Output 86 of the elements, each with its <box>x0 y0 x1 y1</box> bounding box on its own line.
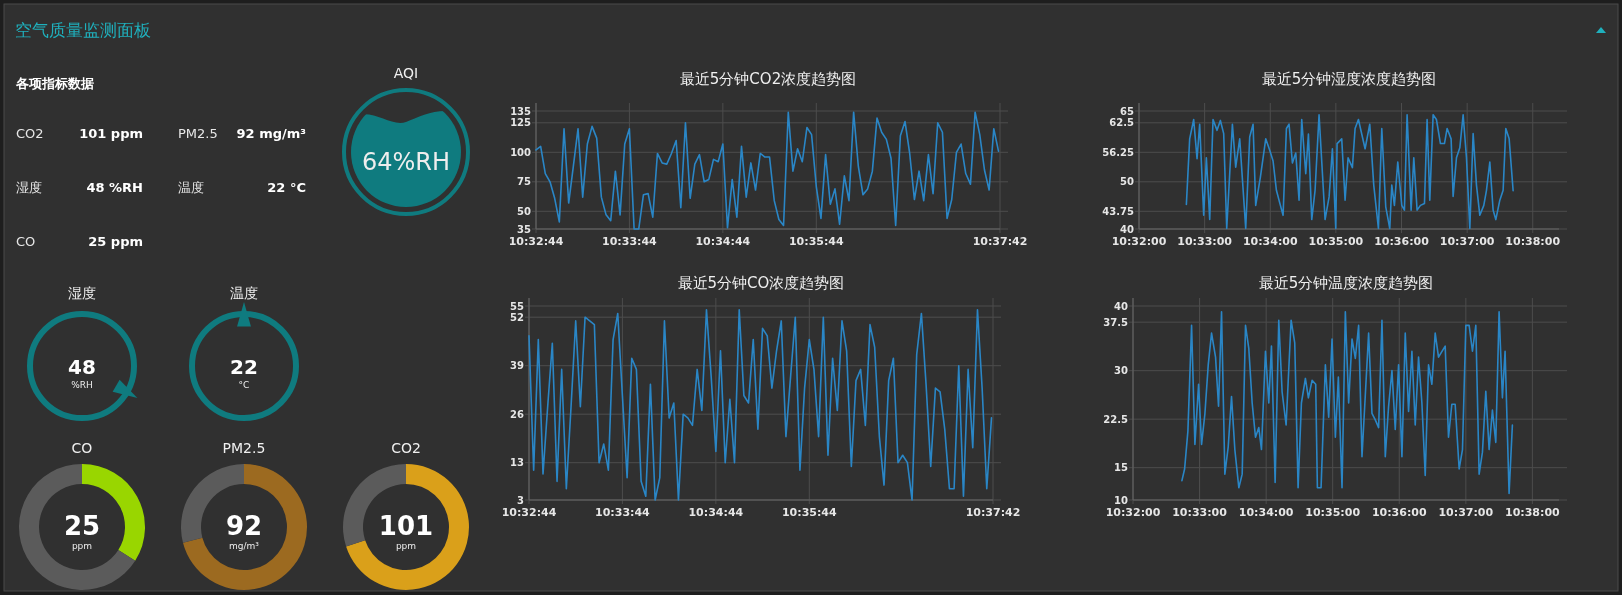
y-tick-label: 35 <box>517 223 532 235</box>
text: 48 %RH <box>86 180 143 195</box>
text: 湿度 <box>16 180 42 195</box>
x-tick-label: 10:37:00 <box>1438 506 1494 519</box>
x-tick-label: 10:34:00 <box>1238 506 1294 519</box>
x-tick-label: 10:35:00 <box>1305 506 1361 519</box>
x-tick-label: 10:33:00 <box>1172 506 1228 519</box>
x-tick-label: 10:35:44 <box>781 506 837 519</box>
x-tick-label: 10:38:00 <box>1505 235 1561 248</box>
y-tick-label: 50 <box>517 205 532 217</box>
y-tick-label: 39 <box>510 360 525 372</box>
x-tick-label: 10:32:44 <box>508 235 564 248</box>
chart-title: 最近5分钟温度浓度趋势图 <box>1258 274 1434 292</box>
y-tick-label: 3 <box>517 494 525 506</box>
y-tick-label: 65 <box>1120 105 1135 117</box>
text: 温度 <box>178 180 204 195</box>
x-tick-label: 10:37:42 <box>965 506 1021 519</box>
x-tick-label: 10:32:44 <box>501 506 557 519</box>
text: 64%RH <box>361 148 451 176</box>
text: 25 <box>63 511 101 541</box>
donut-slice <box>19 464 136 590</box>
text: °C <box>238 380 250 390</box>
chart-title: CO2 <box>391 440 421 456</box>
text: ppm <box>395 541 417 551</box>
chart-title: 最近5分钟CO2浓度趋势图 <box>679 70 857 88</box>
x-tick-label: 10:35:44 <box>788 235 844 248</box>
line-series <box>1181 311 1514 495</box>
text: 湿度 <box>68 285 96 301</box>
line-series <box>1185 113 1514 230</box>
y-tick-label: 22.5 <box>1103 413 1129 425</box>
x-tick-label: 10:34:44 <box>695 235 751 248</box>
y-tick-label: 75 <box>517 176 532 188</box>
y-tick-label: 10 <box>1114 494 1129 506</box>
x-tick-label: 10:37:00 <box>1439 235 1495 248</box>
chart-title: CO <box>71 440 93 456</box>
x-tick-label: 10:36:00 <box>1371 506 1427 519</box>
y-tick-label: 100 <box>510 146 532 158</box>
y-tick-label: 135 <box>510 105 532 117</box>
y-tick-label: 62.5 <box>1109 117 1135 129</box>
x-tick-label: 10:33:00 <box>1177 235 1233 248</box>
y-tick-label: 56.25 <box>1102 146 1135 158</box>
text: 空气质量监测面板 <box>15 20 151 40</box>
x-tick-label: 10:32:00 <box>1105 506 1161 519</box>
y-tick-label: 37.5 <box>1103 316 1129 328</box>
y-tick-label: 40 <box>1114 300 1129 312</box>
x-tick-label: 10:34:00 <box>1242 235 1298 248</box>
text: CO2 <box>16 126 44 141</box>
y-tick-label: 55 <box>510 300 525 312</box>
text: 25 ppm <box>88 234 143 249</box>
y-tick-label: 26 <box>510 408 525 420</box>
x-tick-label: 10:38:00 <box>1505 506 1561 519</box>
text: 22 <box>230 355 258 379</box>
y-tick-label: 43.75 <box>1102 205 1135 217</box>
text: mg/m³ <box>229 541 260 551</box>
x-tick-label: 10:36:00 <box>1374 235 1430 248</box>
text: 各项指标数据 <box>15 76 94 91</box>
chart-title: 最近5分钟CO浓度趋势图 <box>677 274 845 292</box>
chart-title: PM2.5 <box>222 440 266 456</box>
x-tick-label: 10:37:42 <box>972 235 1028 248</box>
text: 温度 <box>230 285 258 301</box>
text: 22 °C <box>267 180 306 195</box>
text: AQI <box>393 65 419 81</box>
text: 48 <box>68 355 96 379</box>
text: 101 ppm <box>79 126 143 141</box>
y-tick-label: 50 <box>1120 176 1135 188</box>
chart-title: 最近5分钟湿度浓度趋势图 <box>1261 70 1437 88</box>
donut-slice <box>182 464 307 590</box>
text: ppm <box>71 541 93 551</box>
y-tick-label: 125 <box>510 117 532 129</box>
x-tick-label: 10:34:44 <box>688 506 744 519</box>
text: CO <box>16 234 36 249</box>
donut-slice <box>346 464 469 590</box>
text: 101 <box>378 511 434 541</box>
y-tick-label: 52 <box>510 311 525 323</box>
y-tick-label: 40 <box>1120 223 1135 235</box>
y-tick-label: 13 <box>510 457 525 469</box>
text: 92 mg/m³ <box>236 126 306 141</box>
x-tick-label: 10:33:44 <box>602 235 658 248</box>
y-tick-label: 30 <box>1114 365 1129 377</box>
x-tick-label: 10:35:00 <box>1308 235 1364 248</box>
text: %RH <box>71 380 93 390</box>
x-tick-label: 10:32:00 <box>1111 235 1167 248</box>
x-tick-label: 10:33:44 <box>595 506 651 519</box>
text: 92 <box>225 511 263 541</box>
text: PM2.5 <box>178 126 218 141</box>
y-tick-label: 15 <box>1114 462 1129 474</box>
